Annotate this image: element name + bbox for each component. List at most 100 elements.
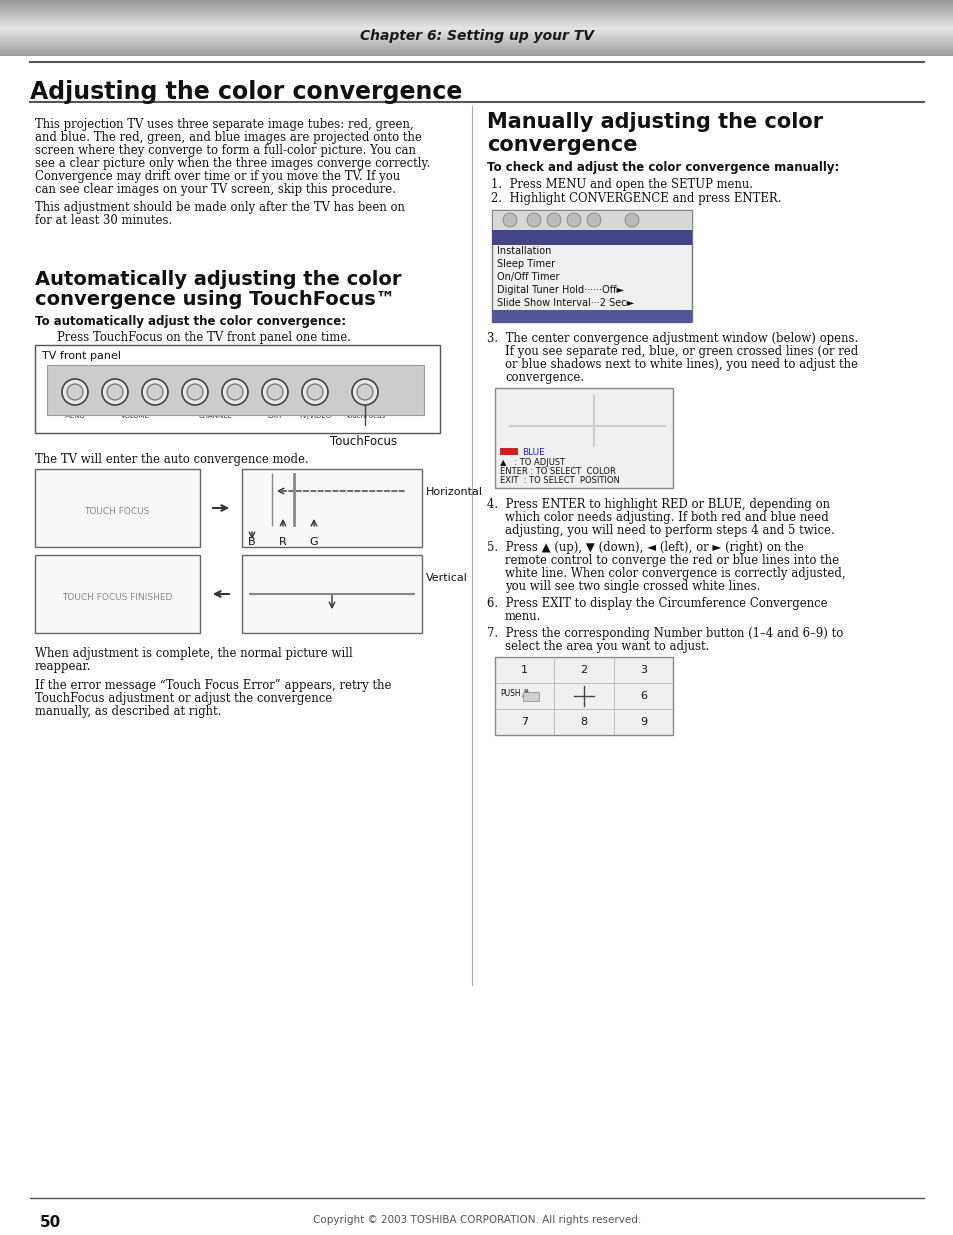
Text: 3.  The center convergence adjustment window (below) opens.: 3. The center convergence adjustment win… bbox=[486, 332, 858, 345]
Bar bbox=[242, 469, 421, 547]
Bar bbox=[35, 345, 439, 433]
Text: reappear.: reappear. bbox=[35, 659, 91, 673]
Text: select the area you want to adjust.: select the area you want to adjust. bbox=[504, 640, 709, 653]
Text: ▲   : TO ADJUST: ▲ : TO ADJUST bbox=[499, 458, 564, 467]
Text: Copyright © 2003 TOSHIBA CORPORATION. All rights reserved.: Copyright © 2003 TOSHIBA CORPORATION. Al… bbox=[313, 1215, 640, 1225]
Text: 9: 9 bbox=[639, 718, 646, 727]
Text: TOUCH FOCUS: TOUCH FOCUS bbox=[84, 508, 150, 516]
Text: Digital Tuner Hold······Off►: Digital Tuner Hold······Off► bbox=[497, 285, 623, 295]
Bar bbox=[492, 210, 691, 230]
Circle shape bbox=[67, 384, 83, 400]
Text: The TV will enter the auto convergence mode.: The TV will enter the auto convergence m… bbox=[35, 453, 309, 466]
Circle shape bbox=[356, 384, 373, 400]
Bar bbox=[492, 310, 691, 324]
Text: TouchFocus: TouchFocus bbox=[345, 412, 385, 419]
Text: remote control to converge the red or blue lines into the: remote control to converge the red or bl… bbox=[504, 555, 839, 567]
Text: 2: 2 bbox=[579, 664, 587, 676]
Text: B: B bbox=[248, 537, 255, 547]
Text: If you see separate red, blue, or green crossed lines (or red: If you see separate red, blue, or green … bbox=[504, 345, 858, 358]
Circle shape bbox=[526, 212, 540, 227]
Circle shape bbox=[187, 384, 203, 400]
Circle shape bbox=[182, 379, 208, 405]
Circle shape bbox=[586, 212, 600, 227]
Text: Installation: Installation bbox=[497, 246, 551, 256]
Text: and blue. The red, green, and blue images are projected onto the: and blue. The red, green, and blue image… bbox=[35, 131, 421, 144]
Text: 3: 3 bbox=[639, 664, 646, 676]
Text: you will see two single crossed white lines.: you will see two single crossed white li… bbox=[504, 580, 760, 593]
Text: Manually adjusting the color: Manually adjusting the color bbox=[486, 112, 822, 132]
Bar bbox=[495, 388, 672, 488]
Circle shape bbox=[62, 379, 88, 405]
Text: TOUCH FOCUS FINISHED: TOUCH FOCUS FINISHED bbox=[62, 594, 172, 603]
Text: 1.  Press MENU and open the SETUP menu.: 1. Press MENU and open the SETUP menu. bbox=[491, 178, 752, 191]
Text: 4.  Press ENTER to highlight RED or BLUE, depending on: 4. Press ENTER to highlight RED or BLUE,… bbox=[486, 498, 829, 511]
Text: When adjustment is complete, the normal picture will: When adjustment is complete, the normal … bbox=[35, 647, 353, 659]
Text: 1: 1 bbox=[520, 664, 528, 676]
Text: Automatically adjusting the color: Automatically adjusting the color bbox=[35, 270, 401, 289]
Circle shape bbox=[142, 379, 168, 405]
Text: 50: 50 bbox=[40, 1215, 61, 1230]
Text: see a clear picture only when the three images converge correctly.: see a clear picture only when the three … bbox=[35, 157, 430, 170]
Bar bbox=[522, 692, 538, 701]
Circle shape bbox=[307, 384, 323, 400]
Text: MENU: MENU bbox=[65, 412, 85, 419]
Text: Chapter 6: Setting up your TV: Chapter 6: Setting up your TV bbox=[359, 28, 594, 43]
Text: 6.  Press EXIT to display the Circumference Convergence: 6. Press EXIT to display the Circumferen… bbox=[486, 597, 827, 610]
Text: can see clear images on your TV screen, skip this procedure.: can see clear images on your TV screen, … bbox=[35, 183, 395, 196]
Text: TouchFocus adjustment or adjust the convergence: TouchFocus adjustment or adjust the conv… bbox=[35, 692, 332, 705]
Text: for at least 30 minutes.: for at least 30 minutes. bbox=[35, 214, 172, 227]
Text: Slide Show Interval···2 Sec►: Slide Show Interval···2 Sec► bbox=[497, 298, 634, 308]
Text: On/Off Timer: On/Off Timer bbox=[497, 272, 558, 282]
Text: TV front panel: TV front panel bbox=[42, 351, 121, 361]
Text: 9: 9 bbox=[523, 688, 528, 698]
Text: white line. When color convergence is correctly adjusted,: white line. When color convergence is co… bbox=[504, 567, 844, 580]
Circle shape bbox=[352, 379, 377, 405]
Text: Convergence: Convergence bbox=[497, 311, 560, 321]
Text: manually, as described at right.: manually, as described at right. bbox=[35, 705, 221, 718]
Text: PUSH: PUSH bbox=[499, 688, 520, 698]
Circle shape bbox=[624, 212, 639, 227]
Text: 5.  Press ▲ (up), ▼ (down), ◄ (left), or ► (right) on the: 5. Press ▲ (up), ▼ (down), ◄ (left), or … bbox=[486, 541, 803, 555]
Text: 8: 8 bbox=[579, 718, 587, 727]
Text: This projection TV uses three separate image tubes: red, green,: This projection TV uses three separate i… bbox=[35, 119, 414, 131]
Text: menu.: menu. bbox=[504, 610, 540, 622]
Circle shape bbox=[222, 379, 248, 405]
Bar bbox=[495, 657, 672, 735]
Circle shape bbox=[147, 384, 163, 400]
Bar bbox=[492, 210, 691, 322]
Text: 7.  Press the corresponding Number button (1–4 and 6–9) to: 7. Press the corresponding Number button… bbox=[486, 627, 842, 640]
Text: EXIT  : TO SELECT  POSITION: EXIT : TO SELECT POSITION bbox=[499, 475, 619, 485]
Bar bbox=[242, 555, 421, 634]
Bar bbox=[35, 469, 200, 547]
Text: adjusting, you will need to perform steps 4 and 5 twice.: adjusting, you will need to perform step… bbox=[504, 524, 834, 537]
Circle shape bbox=[566, 212, 580, 227]
Text: TV/VIDEO: TV/VIDEO bbox=[298, 412, 332, 419]
Text: VOLUME: VOLUME bbox=[120, 412, 150, 419]
Text: EXIT: EXIT bbox=[267, 412, 282, 419]
Text: screen where they converge to form a full-color picture. You can: screen where they converge to form a ful… bbox=[35, 144, 416, 157]
Text: ENTER : TO SELECT  COLOR: ENTER : TO SELECT COLOR bbox=[499, 467, 616, 475]
Text: This adjustment should be made only after the TV has been on: This adjustment should be made only afte… bbox=[35, 201, 404, 214]
Text: convergence using TouchFocus™: convergence using TouchFocus™ bbox=[35, 290, 395, 309]
Bar bbox=[47, 366, 423, 415]
Text: Press TouchFocus on the TV front panel one time.: Press TouchFocus on the TV front panel o… bbox=[57, 331, 351, 345]
Bar bbox=[499, 448, 517, 454]
Text: G: G bbox=[310, 537, 318, 547]
Text: TouchFocus: TouchFocus bbox=[330, 435, 396, 448]
Bar bbox=[35, 555, 200, 634]
Text: Sleep Timer: Sleep Timer bbox=[497, 259, 555, 269]
Text: 2.  Highlight CONVERGENCE and press ENTER.: 2. Highlight CONVERGENCE and press ENTER… bbox=[491, 191, 781, 205]
Text: BLUE: BLUE bbox=[521, 448, 544, 457]
Circle shape bbox=[262, 379, 288, 405]
Text: or blue shadows next to white lines), you need to adjust the: or blue shadows next to white lines), yo… bbox=[504, 358, 857, 370]
Text: convergence: convergence bbox=[486, 135, 637, 156]
Text: which color needs adjusting. If both red and blue need: which color needs adjusting. If both red… bbox=[504, 511, 828, 524]
Text: Horizontal: Horizontal bbox=[426, 487, 482, 496]
Text: CHANNEL: CHANNEL bbox=[198, 412, 232, 419]
Text: If the error message “Touch Focus Error” appears, retry the: If the error message “Touch Focus Error”… bbox=[35, 679, 391, 692]
Circle shape bbox=[267, 384, 283, 400]
Text: Setup: Setup bbox=[497, 231, 536, 245]
Text: 6: 6 bbox=[639, 692, 646, 701]
Circle shape bbox=[107, 384, 123, 400]
Text: R: R bbox=[279, 537, 287, 547]
